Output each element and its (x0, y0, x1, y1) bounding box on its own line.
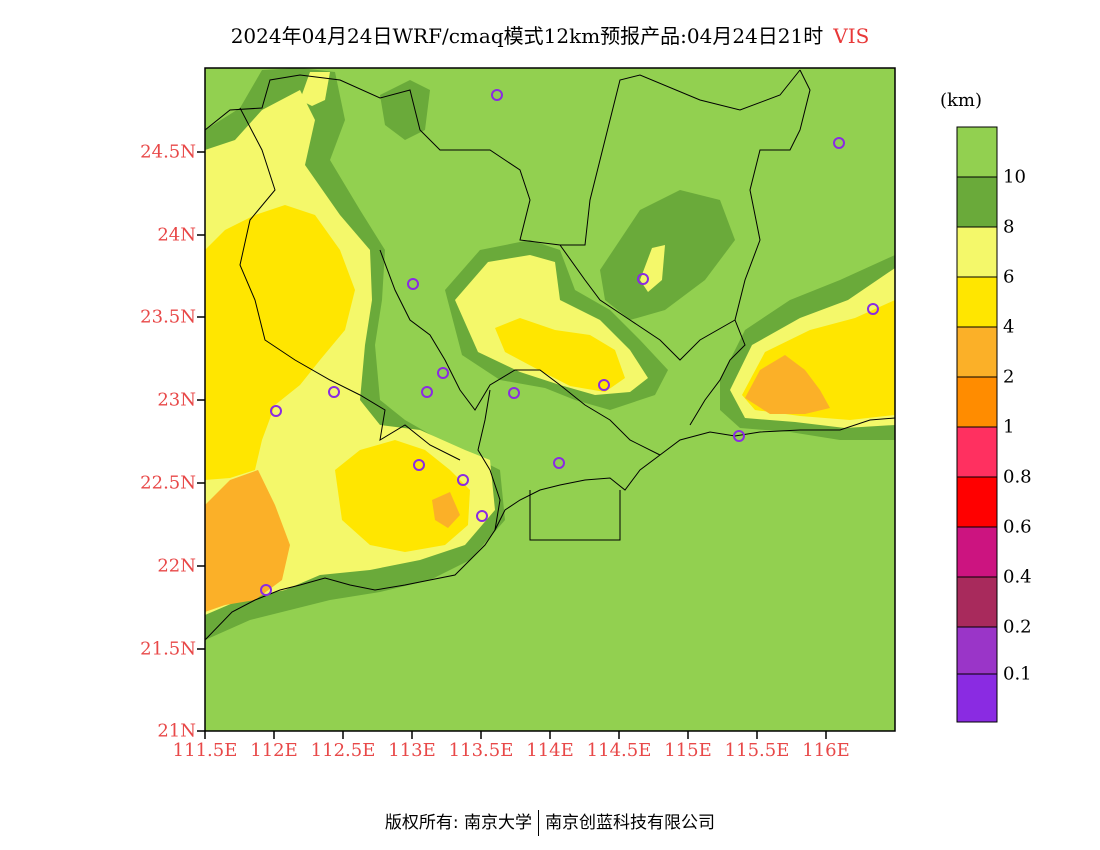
county-boundary-central (379, 249, 661, 456)
lon-label: 113.5E (448, 740, 514, 761)
lat-label: 21N (157, 720, 196, 742)
station-marker (421, 386, 433, 398)
station-marker (733, 430, 745, 442)
station-marker (457, 474, 469, 486)
lat-label: 23N (157, 389, 196, 411)
county-boundary-ne (559, 244, 736, 361)
colorbar-swatch (957, 527, 997, 577)
colorbar-label: 0.8 (1003, 466, 1032, 488)
lon-label: 114E (526, 740, 574, 761)
colorbar-swatch (957, 177, 997, 227)
boundary-lines (205, 69, 895, 641)
station-marker (413, 459, 425, 471)
colorbar-swatch (957, 427, 997, 477)
station-marker (476, 510, 488, 522)
station-marker (508, 387, 520, 399)
station-marker (260, 584, 272, 596)
lat-label: 23.5N (140, 306, 196, 328)
hong-kong-boundary (529, 490, 621, 541)
colorbar-swatch (957, 674, 997, 722)
colorbar-label: 4 (1003, 316, 1015, 338)
colorbar-unit: (km) (940, 90, 983, 111)
vis-band-6-8-north (300, 72, 330, 106)
station-markers (260, 89, 879, 596)
colorbar-swatch (957, 377, 997, 427)
station-marker (491, 89, 503, 101)
county-boundary-pearl (477, 389, 501, 531)
lon-label: 114.5E (586, 740, 652, 761)
colorbar-swatch (957, 227, 997, 277)
colorbar-label: 0.6 (1003, 516, 1032, 538)
colorbar-swatch (957, 627, 997, 674)
station-marker (867, 303, 879, 315)
title-text: 2024年04月24日WRF/cmaq模式12km预报产品:04月24日21时 (230, 24, 824, 48)
lon-label: 116E (802, 740, 850, 761)
copyright-right: 南京创蓝科技有限公司 (545, 813, 716, 833)
colorbar-swatch (957, 477, 997, 527)
colorbar-label: 0.2 (1003, 616, 1032, 638)
lat-label: 24.5N (140, 141, 196, 163)
lon-label: 115.5E (724, 740, 790, 761)
colorbar-swatch (957, 327, 997, 377)
lon-label: 111.5E (172, 740, 238, 761)
vis-band-4-6-central (495, 318, 625, 392)
colorbar-label: 8 (1003, 216, 1015, 238)
county-boundary-west (239, 107, 461, 461)
vis-band-2-4-southwest (205, 470, 290, 612)
map-title: 2024年04月24日WRF/cmaq模式12km预报产品:04月24日21时 V… (0, 20, 1100, 49)
provincial-boundary-north (205, 69, 801, 246)
lat-label: 22N (157, 555, 196, 577)
title-variable: VIS (833, 24, 870, 48)
station-marker (833, 137, 845, 149)
colorbar-swatch (957, 127, 997, 177)
lat-label: 21.5N (140, 638, 196, 660)
vis-band-2-4-pocket (432, 492, 460, 528)
vis-band-8-10-northeast (600, 190, 735, 320)
station-marker (637, 273, 649, 285)
station-marker (407, 278, 419, 290)
provincial-boundary-east (689, 69, 811, 426)
colorbar-frame (956, 126, 998, 723)
station-marker (270, 405, 282, 417)
station-marker (598, 379, 610, 391)
visibility-field (205, 68, 895, 640)
colorbar-label: 10 (1003, 166, 1026, 188)
lat-label: 22.5N (140, 472, 196, 494)
footer-separator (538, 810, 540, 836)
colorbar-label: 6 (1003, 266, 1015, 288)
colorbar-label: 2 (1003, 366, 1015, 388)
axis-ticks (197, 151, 827, 739)
colorbar-label: 1 (1003, 416, 1015, 438)
copyright-footer: 版权所有: 南京大学 南京创蓝科技有限公司 (0, 808, 1100, 836)
vis-band-6-8-patch (640, 245, 665, 292)
lon-label: 112E (250, 740, 298, 761)
vis-band-2-4-east (745, 355, 830, 414)
lon-label: 115E (664, 740, 712, 761)
lon-label: 112.5E (310, 740, 376, 761)
copyright-left: 版权所有: 南京大学 (384, 813, 533, 833)
lon-label: 113E (388, 740, 436, 761)
lat-label: 24N (157, 224, 196, 246)
colorbar-label: 0.4 (1003, 566, 1032, 588)
vis-band-4-6-south (335, 440, 470, 552)
station-marker (553, 457, 565, 469)
station-marker (437, 367, 449, 379)
colorbar-swatch (957, 277, 997, 327)
colorbar (956, 126, 998, 723)
colorbar-swatch (957, 577, 997, 627)
colorbar-label: 0.1 (1003, 663, 1032, 685)
vis-band-4-6-west (205, 205, 355, 480)
station-marker (328, 386, 340, 398)
